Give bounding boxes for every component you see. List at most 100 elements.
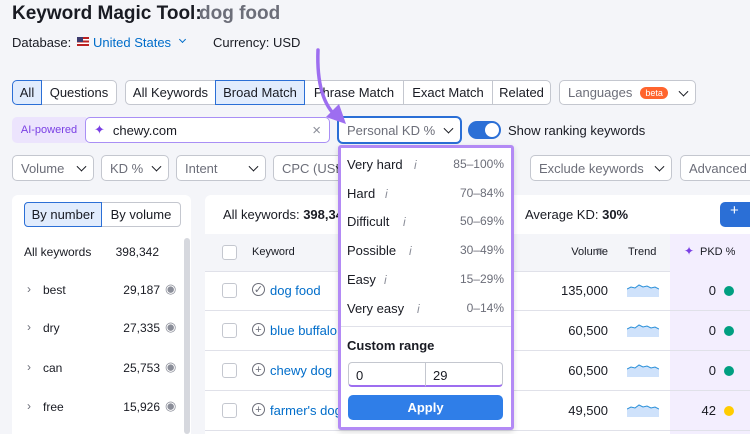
kd-dropdown[interactable]: Personal KD %: [338, 117, 461, 143]
average-kd-label: Average KD:: [525, 207, 599, 222]
row-icon: +: [252, 323, 265, 336]
expand[interactable]: ›: [27, 320, 31, 334]
eye[interactable]: ◉: [165, 319, 177, 334]
domain-input[interactable]: ✦ chewy.com ×: [85, 117, 330, 143]
expand[interactable]: ›: [27, 360, 31, 374]
checkbox[interactable]: [222, 403, 237, 418]
filter[interactable]: KD %: [101, 155, 169, 181]
info-icon: i: [417, 301, 420, 316]
range-from[interactable]: 0: [348, 362, 426, 387]
checkbox[interactable]: [222, 323, 237, 338]
arrow: [316, 48, 340, 120]
filter[interactable]: Volume: [12, 155, 94, 181]
languages[interactable]: Languages beta: [559, 80, 696, 105]
filter-label: Intent: [185, 160, 218, 176]
row-icon: +: [252, 363, 265, 376]
kd-option[interactable]: Very hard: [347, 157, 403, 172]
filter[interactable]: Exclude keywords: [530, 155, 672, 181]
tab[interactable]: Broad Match: [215, 80, 305, 105]
sparkle: ✦: [684, 244, 695, 258]
filter-label: Volume: [21, 160, 65, 176]
kd-option[interactable]: Possible: [347, 243, 397, 259]
pkd-dot: [724, 326, 734, 336]
checkbox[interactable]: [222, 363, 237, 378]
by-number[interactable]: By number: [24, 202, 102, 227]
trend: [626, 359, 660, 377]
group-name: free: [43, 400, 64, 414]
column-header: PKD %: [700, 246, 736, 258]
info-icon: i: [385, 186, 388, 201]
flag: [77, 37, 89, 46]
filter[interactable]: Advanced: [680, 155, 750, 181]
filter-label: Advanced: [689, 160, 747, 176]
ai-label: AI-powered: [12, 117, 86, 143]
checkbox[interactable]: [222, 283, 237, 298]
volume: 135,000: [561, 283, 608, 298]
pkd: 0: [708, 283, 716, 298]
pkd-column: [670, 234, 750, 434]
beta-badge: beta: [640, 86, 668, 99]
checkbox[interactable]: [222, 245, 237, 260]
scrollbar: [184, 238, 190, 434]
range-to[interactable]: 29: [425, 362, 503, 387]
divider: [341, 326, 511, 327]
filter-label: CPC (USD): [282, 160, 350, 176]
groups-panel: [12, 195, 191, 434]
kd-option[interactable]: Very easy: [347, 300, 405, 316]
trend: [626, 399, 660, 417]
tab[interactable]: All: [12, 80, 42, 105]
query: dog food: [199, 3, 281, 24]
trend: [626, 319, 660, 337]
expand[interactable]: ›: [27, 282, 31, 296]
tab[interactable]: Questions: [41, 80, 117, 105]
keyword[interactable]: dog food: [270, 283, 321, 298]
kd-option[interactable]: Easy: [347, 271, 376, 287]
expand[interactable]: ›: [27, 399, 31, 413]
eye[interactable]: ◉: [165, 281, 177, 296]
custom-label: Custom range: [347, 338, 435, 353]
keyword[interactable]: blue buffalo: [270, 323, 337, 338]
keyword[interactable]: farmer's dog: [270, 403, 342, 418]
tab[interactable]: Exact Match: [403, 80, 493, 105]
database-label: Database:: [12, 35, 72, 50]
pkd: 42: [701, 403, 716, 418]
tab[interactable]: Related: [492, 80, 551, 105]
sort-icon[interactable]: ≡: [596, 244, 604, 258]
group-name: can: [43, 361, 63, 375]
kd-option[interactable]: Difficult: [347, 214, 390, 230]
group-name: dry: [43, 321, 60, 335]
keyword[interactable]: chewy dog: [270, 363, 333, 378]
group-name: best: [43, 283, 66, 297]
filter[interactable]: Intent: [176, 155, 266, 181]
average-kd-value: 30%: [602, 207, 629, 222]
pkd: 0: [708, 363, 716, 378]
volume: 60,500: [568, 363, 608, 378]
info-icon: i: [409, 244, 412, 259]
apply-button[interactable]: Apply: [348, 395, 503, 420]
languages-label: Languages: [568, 85, 633, 100]
group-name: All keywords: [24, 245, 92, 259]
volume: 60,500: [568, 323, 608, 338]
pkd-dot: [724, 406, 734, 416]
toggle-label: Show ranking keywords: [508, 123, 646, 138]
group-count: 398,342: [115, 245, 159, 259]
clear[interactable]: ×: [312, 121, 321, 139]
by-volume[interactable]: By volume: [101, 202, 181, 227]
eye[interactable]: ◉: [165, 398, 177, 413]
database[interactable]: United States: [93, 35, 172, 50]
eye[interactable]: ◉: [165, 359, 177, 374]
volume: 49,500: [568, 403, 608, 418]
average-kd: Average KD: 30%: [525, 207, 628, 222]
kd-range: 0–14%: [466, 300, 504, 315]
domain: chewy.com: [112, 122, 177, 138]
kd-range: 30–49%: [459, 243, 504, 258]
add-button[interactable]: +: [720, 202, 750, 227]
sparkle: ✦: [94, 122, 105, 137]
kd-range: 70–84%: [459, 185, 504, 200]
kd-option[interactable]: Hard: [347, 185, 376, 201]
toggle[interactable]: [468, 121, 501, 139]
column-header: Trend: [628, 246, 657, 258]
trend: [626, 279, 660, 297]
